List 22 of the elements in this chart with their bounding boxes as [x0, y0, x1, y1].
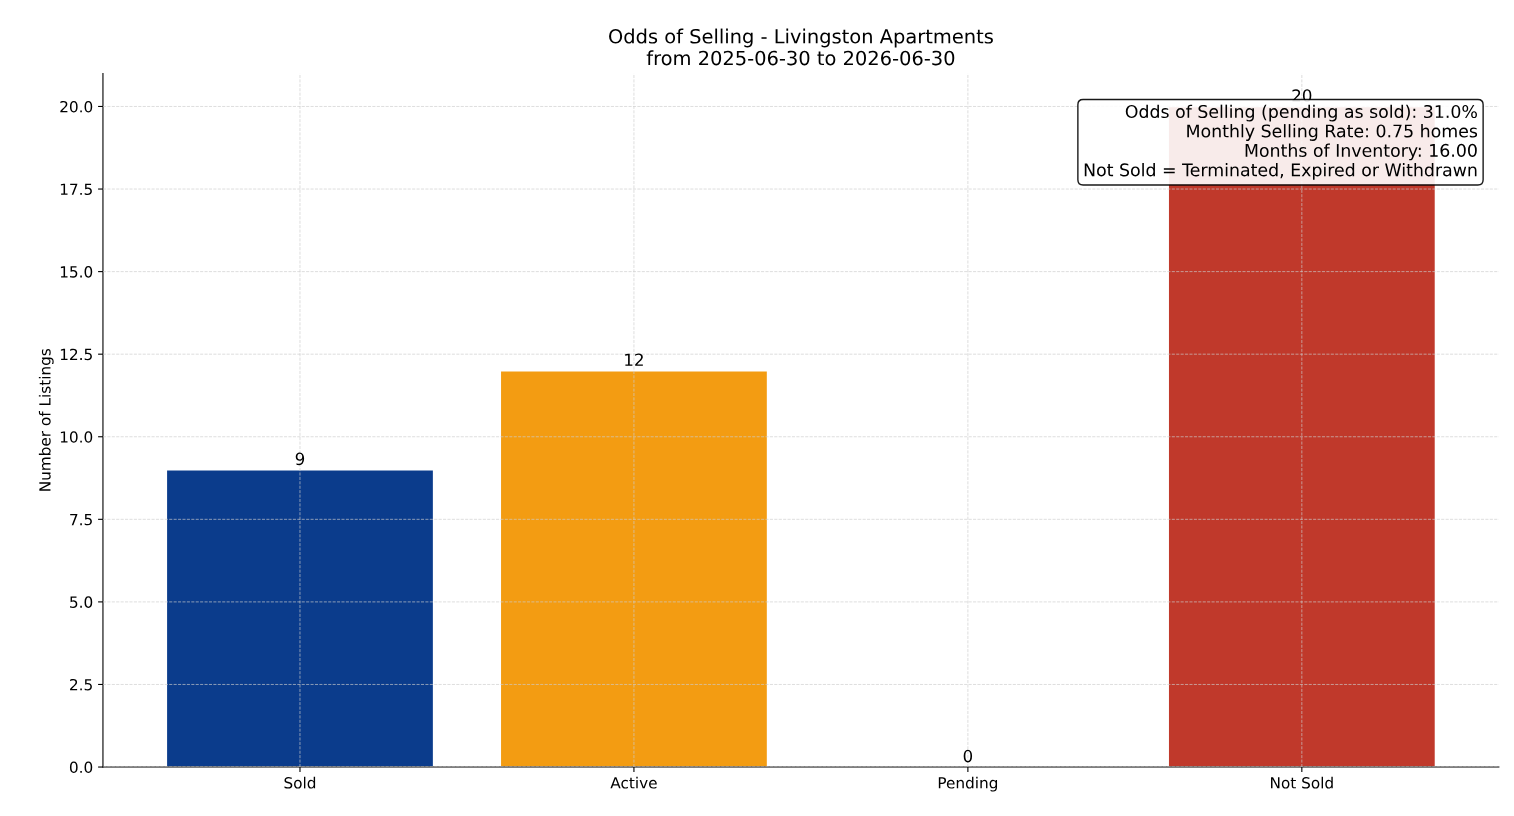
annotation: Odds of Selling (pending as sold): 31.0% Monthly Selling Rate: 0.75 homes Months of Inventory: 16.00 Not Sold = Terminated, Expired or Withdrawn	[1084, 104, 1478, 180]
chart-title: Odds of Selling - Livingston Apartments from 2025-06-30 to 2026-06-30	[609, 28, 993, 66]
y-tick-label: 12.5	[60, 348, 92, 361]
data-label: 20	[1292, 89, 1312, 102]
data-label: 0	[963, 749, 973, 763]
y-tick-label: 7.5	[70, 513, 92, 526]
bar	[499, 370, 769, 768]
x-tick-label: Not Sold	[1271, 776, 1333, 789]
y-tick-label: 20.0	[60, 100, 93, 113]
y-axis-title: Number of Listings	[38, 348, 54, 491]
y-tick-label: 0.0	[69, 761, 93, 774]
bar	[165, 469, 435, 768]
data-label: 12	[625, 353, 643, 366]
x-tick-label: Sold	[284, 776, 316, 789]
y-tick-label: 10.0	[60, 431, 93, 443]
x-tick-label: Active	[610, 776, 657, 789]
y-tick-label: 15.0	[60, 266, 93, 278]
y-tick-label: 2.5	[70, 678, 92, 691]
y-tick-label: 17.5	[60, 183, 92, 196]
data-label: 9	[295, 452, 305, 466]
y-tick-label: 5.0	[70, 596, 93, 608]
x-tick-label: Pending	[938, 776, 998, 792]
